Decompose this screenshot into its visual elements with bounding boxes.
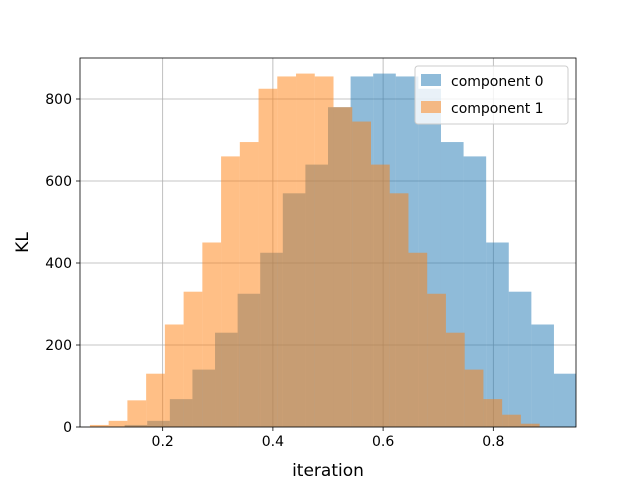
histogram-bar bbox=[183, 291, 203, 427]
x-tick-label: 0.8 bbox=[482, 434, 504, 450]
y-tick-label: 200 bbox=[45, 338, 72, 354]
histogram-bar bbox=[221, 156, 240, 427]
x-tick-label: 0.2 bbox=[152, 434, 174, 450]
histogram-bar bbox=[277, 76, 297, 427]
histogram-bar bbox=[486, 242, 509, 427]
histogram-bar bbox=[389, 193, 409, 427]
legend: component 0 component 1 bbox=[414, 65, 569, 125]
histogram-bar bbox=[202, 242, 222, 427]
x-axis-label: iteration bbox=[292, 461, 364, 480]
histogram-bar bbox=[352, 121, 371, 428]
histogram-bar bbox=[258, 88, 278, 427]
bars-layer bbox=[89, 73, 576, 428]
histogram-bar bbox=[164, 324, 184, 427]
histogram-bar bbox=[520, 423, 540, 427]
axes-layer: 0.2 0.4 0.6 0.8 0 200 400 600 800 bbox=[45, 57, 577, 450]
histogram-bar bbox=[408, 252, 428, 427]
histogram-bar bbox=[108, 420, 128, 427]
histogram-bar bbox=[239, 142, 259, 428]
histogram-bar bbox=[127, 400, 147, 427]
histogram-bar bbox=[296, 73, 315, 427]
histogram-bar bbox=[508, 291, 532, 427]
legend-box bbox=[414, 65, 569, 125]
legend-label: component 1 bbox=[451, 101, 544, 117]
y-tick-label: 800 bbox=[45, 92, 72, 108]
histogram-bar bbox=[89, 424, 109, 427]
histogram-bar bbox=[427, 293, 446, 427]
y-tick-label: 0 bbox=[63, 420, 72, 436]
y-tick-label: 400 bbox=[45, 256, 72, 272]
y-axis-label: KL bbox=[13, 232, 33, 253]
histogram-bar bbox=[370, 164, 390, 427]
histogram-bar bbox=[314, 76, 334, 427]
x-tick-label: 0.6 bbox=[372, 434, 394, 450]
y-tick-label: 600 bbox=[45, 174, 72, 190]
histogram-bar bbox=[445, 332, 465, 427]
series-1-bars bbox=[89, 73, 540, 428]
x-tick-label: 0.4 bbox=[262, 434, 284, 450]
histogram-bar bbox=[463, 156, 487, 427]
histogram-bar bbox=[146, 373, 165, 427]
plot-frame bbox=[79, 57, 577, 428]
legend-swatch bbox=[421, 101, 441, 113]
histogram-bar bbox=[483, 399, 503, 427]
histogram-bar bbox=[531, 324, 554, 427]
legend-swatch bbox=[421, 74, 441, 86]
histogram-bar bbox=[464, 369, 484, 427]
histogram-bar bbox=[502, 414, 521, 427]
legend-label: component 0 bbox=[451, 74, 544, 90]
histogram-bar bbox=[333, 107, 353, 427]
histogram-bar bbox=[553, 373, 576, 427]
